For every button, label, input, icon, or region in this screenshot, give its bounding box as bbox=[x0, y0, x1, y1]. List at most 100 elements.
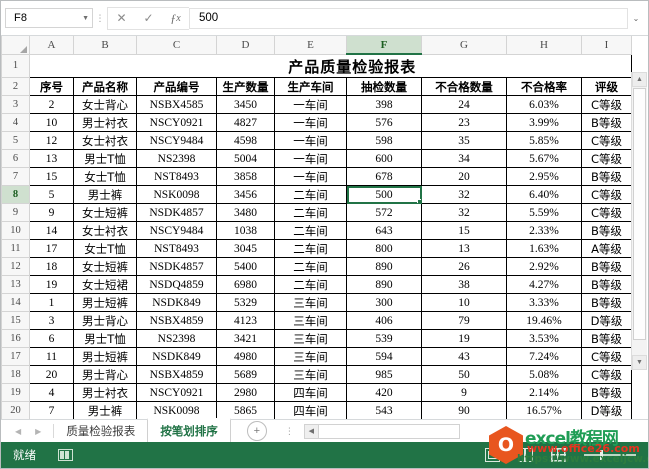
column-header-a[interactable]: A bbox=[29, 36, 74, 55]
expand-formula-bar-icon[interactable]: ⌄ bbox=[632, 13, 640, 23]
table-cell[interactable]: 4598 bbox=[216, 131, 275, 150]
table-cell[interactable]: 男士衬衣 bbox=[73, 113, 137, 132]
table-cell[interactable]: 543 bbox=[346, 401, 422, 419]
table-cell[interactable]: 17 bbox=[29, 239, 74, 258]
table-cell[interactable]: NSBX4585 bbox=[136, 95, 217, 114]
table-cell[interactable]: C等级 bbox=[581, 365, 632, 384]
table-cell[interactable]: B等级 bbox=[581, 383, 632, 402]
table-cell[interactable]: NSBX4859 bbox=[136, 311, 217, 330]
row-header-20[interactable]: 20 bbox=[1, 401, 30, 419]
table-cell[interactable]: 二车间 bbox=[274, 203, 347, 222]
table-cell[interactable]: A等级 bbox=[581, 239, 632, 258]
view-page-break-icon[interactable] bbox=[551, 448, 566, 462]
table-cell[interactable]: C等级 bbox=[581, 347, 632, 366]
scroll-down-icon[interactable]: ▼ bbox=[632, 355, 647, 370]
table-cell[interactable]: 678 bbox=[346, 167, 422, 186]
table-cell[interactable]: NSCY0921 bbox=[136, 383, 217, 402]
table-cell[interactable]: D等级 bbox=[581, 401, 632, 419]
table-cell[interactable]: 二车间 bbox=[274, 257, 347, 276]
table-cell[interactable]: 5.67% bbox=[506, 149, 582, 168]
table-cell[interactable]: 3.33% bbox=[506, 293, 582, 312]
table-header-cell[interactable]: 评级 bbox=[581, 77, 632, 96]
view-page-layout-icon[interactable] bbox=[518, 448, 533, 462]
sheet-tab-overflow-icon[interactable]: ⋮ bbox=[284, 425, 294, 436]
table-cell[interactable]: B等级 bbox=[581, 329, 632, 348]
sheet-tab-quality-report[interactable]: 质量检验报表 bbox=[66, 424, 136, 438]
table-cell[interactable]: 19.46% bbox=[506, 311, 582, 330]
confirm-icon[interactable]: ✓ bbox=[143, 11, 154, 25]
column-header-g[interactable]: G bbox=[421, 36, 507, 55]
row-header-12[interactable]: 12 bbox=[1, 257, 30, 276]
table-cell[interactable]: NS2398 bbox=[136, 329, 217, 348]
table-cell[interactable]: 3450 bbox=[216, 95, 275, 114]
column-header-h[interactable]: H bbox=[506, 36, 582, 55]
table-cell[interactable]: 572 bbox=[346, 203, 422, 222]
table-cell[interactable]: B等级 bbox=[581, 221, 632, 240]
row-header-2[interactable]: 2 bbox=[1, 77, 30, 96]
table-cell[interactable]: 二车间 bbox=[274, 239, 347, 258]
table-cell[interactable]: 三车间 bbox=[274, 347, 347, 366]
table-cell[interactable]: B等级 bbox=[581, 167, 632, 186]
table-cell[interactable]: 9 bbox=[29, 203, 74, 222]
table-cell[interactable]: 四车间 bbox=[274, 401, 347, 419]
cell-a1[interactable] bbox=[29, 53, 74, 78]
table-cell[interactable]: 7.24% bbox=[506, 347, 582, 366]
table-cell[interactable]: 一车间 bbox=[274, 131, 347, 150]
row-header-8[interactable]: 8 bbox=[1, 185, 30, 204]
row-header-19[interactable]: 19 bbox=[1, 383, 30, 402]
vertical-scrollbar[interactable]: ▲ ▼ bbox=[631, 72, 647, 370]
table-cell[interactable]: 6980 bbox=[216, 275, 275, 294]
table-cell[interactable]: 4.27% bbox=[506, 275, 582, 294]
table-cell[interactable]: 19 bbox=[29, 275, 74, 294]
table-cell[interactable]: 576 bbox=[346, 113, 422, 132]
table-cell[interactable]: 女士衬衣 bbox=[73, 131, 137, 150]
table-cell[interactable]: NSCY0921 bbox=[136, 113, 217, 132]
table-cell[interactable]: 43 bbox=[421, 347, 507, 366]
table-cell[interactable]: 24 bbox=[421, 95, 507, 114]
table-cell[interactable]: 1.63% bbox=[506, 239, 582, 258]
table-header-cell[interactable]: 抽检数量 bbox=[346, 77, 422, 96]
table-header-cell[interactable]: 序号 bbox=[29, 77, 74, 96]
table-cell[interactable]: 3480 bbox=[216, 203, 275, 222]
table-cell[interactable]: 6 bbox=[29, 329, 74, 348]
table-cell[interactable]: 15 bbox=[29, 167, 74, 186]
row-header-15[interactable]: 15 bbox=[1, 311, 30, 330]
table-cell[interactable]: 594 bbox=[346, 347, 422, 366]
zoom-slider[interactable] bbox=[584, 450, 636, 460]
row-header-18[interactable]: 18 bbox=[1, 365, 30, 384]
table-cell[interactable]: 一车间 bbox=[274, 149, 347, 168]
row-header-14[interactable]: 14 bbox=[1, 293, 30, 312]
table-cell[interactable]: NSDK4857 bbox=[136, 203, 217, 222]
table-cell[interactable]: 7 bbox=[29, 401, 74, 419]
table-cell[interactable]: 4 bbox=[29, 383, 74, 402]
row-header-5[interactable]: 5 bbox=[1, 131, 30, 150]
horizontal-scrollbar[interactable]: ◀ bbox=[303, 423, 648, 439]
table-cell[interactable]: 598 bbox=[346, 131, 422, 150]
table-cell[interactable]: 50 bbox=[421, 365, 507, 384]
table-cell[interactable]: 32 bbox=[421, 203, 507, 222]
table-cell[interactable]: 5.59% bbox=[506, 203, 582, 222]
table-cell[interactable]: 三车间 bbox=[274, 311, 347, 330]
table-cell[interactable]: 2.14% bbox=[506, 383, 582, 402]
table-cell[interactable]: 300 bbox=[346, 293, 422, 312]
table-cell[interactable]: 3 bbox=[29, 311, 74, 330]
column-header-d[interactable]: D bbox=[216, 36, 275, 55]
table-cell[interactable]: 26 bbox=[421, 257, 507, 276]
table-cell[interactable]: C等级 bbox=[581, 185, 632, 204]
table-cell[interactable]: 男士T恤 bbox=[73, 149, 137, 168]
chevron-down-icon[interactable]: ▼ bbox=[82, 14, 89, 22]
table-cell[interactable]: 10 bbox=[421, 293, 507, 312]
select-all-icon[interactable] bbox=[1, 36, 30, 55]
table-cell[interactable]: 三车间 bbox=[274, 329, 347, 348]
table-header-cell[interactable]: 不合格率 bbox=[506, 77, 582, 96]
table-cell[interactable]: 3421 bbox=[216, 329, 275, 348]
table-cell[interactable]: 15 bbox=[421, 221, 507, 240]
table-cell[interactable]: 男士短裤 bbox=[73, 347, 137, 366]
table-cell[interactable]: 4827 bbox=[216, 113, 275, 132]
add-sheet-icon[interactable]: + bbox=[246, 421, 267, 441]
table-cell[interactable]: 2980 bbox=[216, 383, 275, 402]
table-cell[interactable]: 16.57% bbox=[506, 401, 582, 419]
table-cell[interactable]: 20 bbox=[421, 167, 507, 186]
table-cell[interactable]: 4980 bbox=[216, 347, 275, 366]
